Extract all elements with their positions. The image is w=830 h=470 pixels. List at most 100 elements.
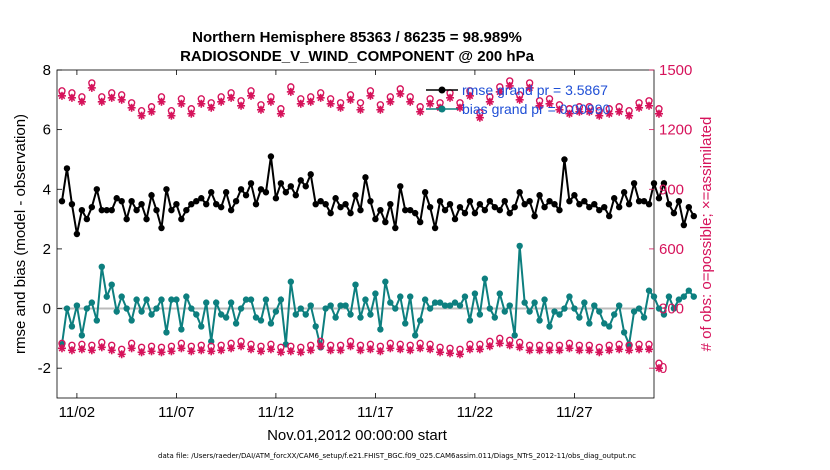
assimilated-marker [306, 97, 315, 106]
bias-point [615, 302, 623, 309]
rmse-point [312, 200, 319, 208]
possible-low-marker [426, 340, 434, 349]
assimilated-marker [505, 81, 514, 90]
rmse-point [456, 203, 464, 211]
assimilated-marker [117, 95, 126, 104]
rmse-point [267, 153, 275, 160]
rmse-point [446, 200, 454, 208]
assimilated-marker [585, 107, 594, 116]
bias-point [511, 332, 518, 339]
rmse-point [461, 209, 469, 217]
bias-point [436, 299, 444, 306]
rmse-point [372, 215, 379, 223]
bias-point [362, 296, 369, 303]
bias-point [213, 299, 220, 306]
bias-point [242, 296, 250, 303]
bias-point [352, 281, 359, 288]
possible-low-marker [307, 341, 315, 350]
assimilated-marker [167, 111, 176, 120]
bias-point [342, 302, 349, 309]
rmse-point [163, 186, 170, 193]
rmse-point [591, 200, 598, 208]
assimilated-marker [57, 91, 66, 100]
bias-point [153, 305, 160, 312]
bias-point [173, 296, 180, 303]
rmse-point [556, 206, 563, 214]
bias-point [183, 293, 190, 300]
plot-frame [56, 69, 655, 399]
bias-point [551, 308, 558, 315]
assimilated-marker [107, 93, 116, 102]
possible-low-marker [227, 339, 235, 348]
rmse-point [615, 203, 623, 211]
assimilated-marker [386, 97, 395, 106]
possible-low-marker [147, 342, 156, 350]
rmse-point [551, 200, 558, 208]
assimilated-marker [595, 111, 604, 120]
bias-point [392, 305, 399, 312]
assimilated-marker [97, 97, 106, 106]
bias-point [252, 314, 260, 321]
rmse-point [596, 206, 603, 214]
legend-bias-label: bias grand pr = 0.00990 [462, 101, 610, 117]
bias-point [257, 317, 265, 324]
bias-point [357, 314, 364, 321]
assimilated-marker [147, 107, 156, 116]
rmse-point [118, 198, 125, 205]
bias-point [690, 293, 697, 300]
rmse-point [581, 198, 588, 205]
bias-point [591, 302, 598, 309]
bias-point [247, 296, 255, 303]
bias-point [312, 323, 319, 330]
possible-low-marker [167, 342, 176, 350]
assimilated-low-marker [247, 345, 256, 354]
rmse-point [655, 195, 663, 202]
rmse-point [252, 200, 260, 208]
rmse-point [347, 209, 354, 217]
bias-point [680, 293, 688, 300]
rmse-point [317, 198, 324, 205]
rmse-point [421, 189, 429, 196]
rmse-point [153, 206, 160, 214]
bias-point [412, 332, 419, 339]
rmse-point [342, 200, 349, 208]
possible-low-marker [496, 334, 504, 343]
rmse-point [93, 186, 101, 193]
rmse-point [168, 206, 175, 214]
bias-point [576, 314, 583, 321]
x-tick-label: 11/22 [457, 404, 493, 421]
rmse-point [382, 218, 389, 226]
assimilated-marker [455, 103, 464, 112]
rmse-point [546, 198, 553, 205]
possible-low-marker [595, 343, 603, 351]
assimilated-marker [247, 91, 256, 100]
possible-low-marker [605, 341, 613, 350]
possible-low-marker [466, 340, 474, 349]
rmse-point [441, 206, 449, 214]
possible-low-marker [187, 342, 196, 350]
bias-point [222, 314, 230, 321]
assimilated-marker [615, 107, 624, 116]
bias-point [645, 287, 653, 294]
possible-low-marker [565, 339, 574, 348]
bias-point [193, 311, 200, 318]
y-right-tick-label: 0 [659, 360, 667, 377]
assimilated-marker [157, 97, 166, 106]
bias-point [561, 305, 568, 312]
rmse-point [680, 221, 688, 229]
rmse-point [566, 198, 573, 205]
rmse-point [660, 180, 668, 187]
assimilated-marker [605, 109, 614, 118]
bias-point [620, 329, 628, 336]
rmse-point [670, 209, 678, 217]
rmse-point [237, 186, 245, 193]
legend-rmse-marker [438, 86, 446, 94]
bias-point [158, 296, 165, 303]
rmse-point [416, 218, 424, 226]
assimilated-marker [545, 99, 554, 108]
assimilated-marker [396, 89, 405, 98]
rmse-point [183, 206, 190, 214]
assimilated-marker [256, 105, 265, 114]
rmse-point [526, 198, 533, 205]
bias-point [63, 305, 71, 312]
